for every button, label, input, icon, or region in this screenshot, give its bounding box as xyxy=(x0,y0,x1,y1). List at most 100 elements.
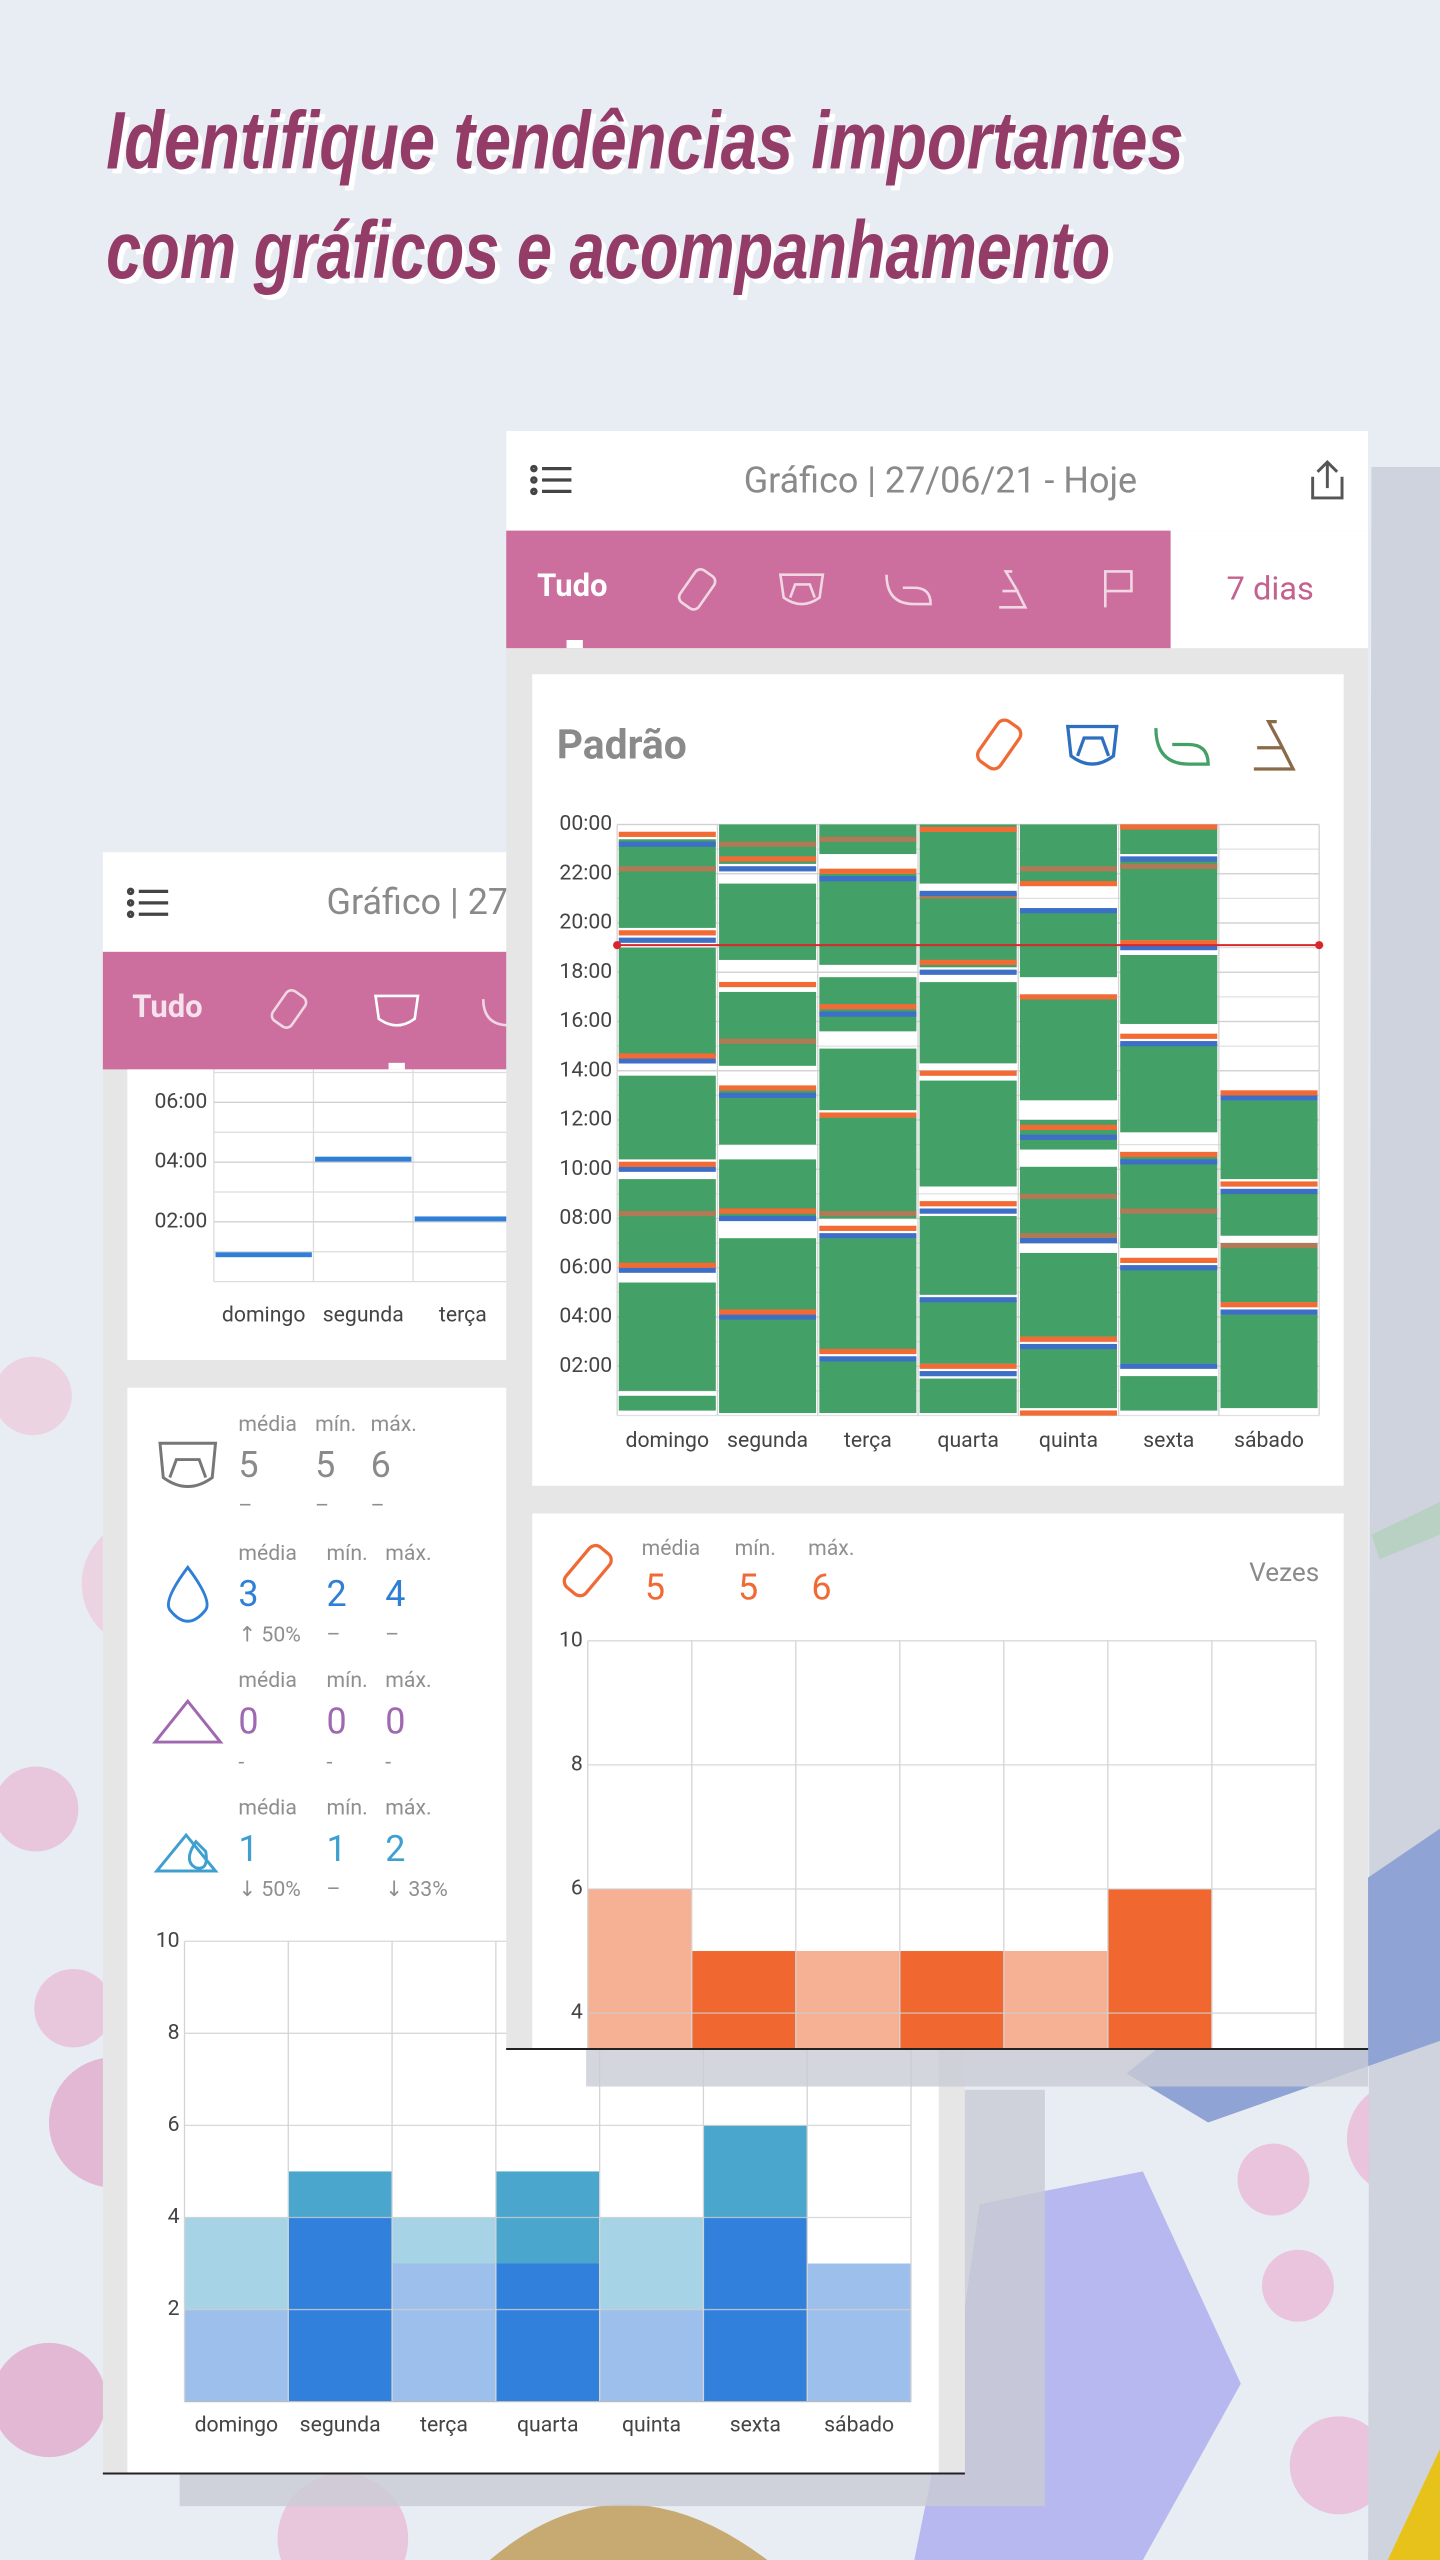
stat-label: máx. xyxy=(385,1668,431,1693)
stat-value: 6 xyxy=(811,1567,831,1609)
diaper-mark xyxy=(1120,856,1218,862)
stacked-bar-chart: 2 4 6 8 10 domingo segunda terça quarta quinta sex… xyxy=(156,1928,912,2438)
bar-segment xyxy=(288,2171,393,2218)
sleep-block xyxy=(1120,1043,1218,1133)
x-tick-label: terça xyxy=(439,1303,487,1328)
feed-stats: média 5 mín. 5 máx. 6 Vezes 4 6 8 10 xyxy=(559,1536,1319,2049)
sleep-block xyxy=(919,982,1017,1064)
stat-label: máx. xyxy=(385,1541,431,1566)
app-bar xyxy=(506,431,1369,531)
feed-mark xyxy=(1019,880,1117,887)
tab-icons[interactable] xyxy=(677,567,1133,612)
x-tick-label: domingo xyxy=(222,1303,306,1328)
sleep-block xyxy=(919,1080,1017,1187)
diaper-mark xyxy=(919,890,1017,897)
diaper-mark xyxy=(1019,1238,1117,1244)
stat-note: - xyxy=(238,1750,244,1775)
feed-mark xyxy=(719,981,817,988)
bar xyxy=(795,1951,900,2049)
diaper-mark xyxy=(919,1297,1017,1303)
feed-mark xyxy=(919,826,1017,833)
feed-mark xyxy=(1220,1181,1318,1187)
feed-mark xyxy=(1120,1257,1218,1263)
panel-title: Padrão xyxy=(557,721,687,769)
sleep-block xyxy=(719,1238,817,1313)
other-mark xyxy=(819,836,917,842)
stat-value: 4 xyxy=(385,1573,405,1615)
bar-segment xyxy=(184,2217,289,2310)
headline: Identifique tendências importantes com g… xyxy=(106,96,1184,296)
diaper-mark xyxy=(315,1156,412,1162)
stat-label: média xyxy=(238,1541,297,1566)
timeline: 06:00 04:00 02:00 xyxy=(155,1069,520,1283)
diaper-mark xyxy=(618,1267,716,1273)
sleep-block xyxy=(1120,955,1218,1024)
tab[interactable]: Tudo xyxy=(132,988,202,1025)
y-tick-label: 6 xyxy=(571,1876,583,1901)
menu-icon[interactable] xyxy=(530,464,572,496)
sleep-block xyxy=(618,1075,716,1160)
feed-mark xyxy=(618,930,716,936)
bar xyxy=(587,1888,692,2049)
menu-icon[interactable] xyxy=(126,887,169,919)
tab[interactable]: Tudo xyxy=(537,567,607,604)
y-tick-label: 04:00 xyxy=(155,1149,208,1174)
diaper-mark xyxy=(819,1011,917,1017)
sleep-block xyxy=(618,1282,716,1391)
x-tick-label: quinta xyxy=(622,2413,681,2438)
stat-value: 5 xyxy=(238,1444,258,1486)
feed-mark xyxy=(919,1070,1017,1076)
bar-segment xyxy=(392,2217,496,2264)
share-icon[interactable] xyxy=(1311,459,1344,500)
bar-segment xyxy=(807,2263,912,2402)
card-shadow xyxy=(586,2048,1369,2087)
x-tick-label: segunda xyxy=(323,1303,404,1328)
other-mark xyxy=(618,866,716,872)
bar xyxy=(899,1951,1004,2049)
sleep-block xyxy=(1019,999,1117,1101)
feed-mark xyxy=(919,1363,1017,1369)
headline-line: com gráficos e acompanhamento xyxy=(106,205,1110,296)
other-mark xyxy=(819,1210,917,1217)
stat-note: - xyxy=(327,1750,333,1775)
diaper-mark xyxy=(919,969,1017,975)
sleep-block xyxy=(1019,824,1117,882)
feed-mark xyxy=(819,1225,917,1231)
sleep-block xyxy=(819,1361,917,1414)
x-tick-label: quarta xyxy=(517,2413,579,2438)
stat-value: 0 xyxy=(385,1701,405,1743)
diaper-mark xyxy=(819,1233,917,1239)
other-mark xyxy=(1120,863,1218,869)
feed-mark xyxy=(1220,1090,1318,1096)
sleep-block xyxy=(1019,908,1117,978)
range-selector[interactable]: 7 dias xyxy=(1227,570,1314,608)
diaper-mark xyxy=(618,1166,716,1172)
stat-value: 1 xyxy=(327,1828,347,1870)
stat-label: média xyxy=(642,1536,701,1561)
now-dot xyxy=(613,941,622,950)
diaper-mark xyxy=(1019,908,1117,914)
stat-note: – xyxy=(385,1623,399,1648)
stat-value: 5 xyxy=(315,1444,335,1486)
stat-label: mín. xyxy=(315,1412,356,1437)
bar-segment xyxy=(495,2263,600,2402)
sleep-block xyxy=(819,1117,917,1219)
sleep-block xyxy=(618,839,716,928)
stat-label: mín. xyxy=(327,1668,368,1693)
bar xyxy=(691,1951,796,2049)
y-tick-label: 02:00 xyxy=(155,1208,208,1233)
y-tick-label: 06:00 xyxy=(559,1254,612,1279)
tab-icons[interactable] xyxy=(269,988,510,1031)
stat-value: 2 xyxy=(385,1828,405,1870)
sleep-block xyxy=(618,1395,716,1411)
y-tick-label: 8 xyxy=(168,2020,180,2045)
x-tick-label: sexta xyxy=(730,2413,781,2438)
bar-segment xyxy=(599,2309,704,2402)
sleep-block xyxy=(1120,861,1218,941)
other-mark xyxy=(1019,866,1117,872)
y-tick-label: 2 xyxy=(168,2296,180,2321)
sleep-block xyxy=(919,1299,1017,1364)
stat-note: – xyxy=(327,1877,341,1902)
